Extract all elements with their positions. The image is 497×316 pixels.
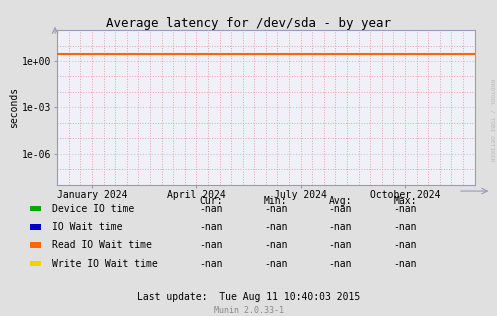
Text: Write IO Wait time: Write IO Wait time: [52, 258, 158, 269]
Text: Average latency for /dev/sda - by year: Average latency for /dev/sda - by year: [106, 17, 391, 30]
Text: -nan: -nan: [393, 240, 417, 250]
Text: -nan: -nan: [393, 204, 417, 214]
Text: -nan: -nan: [199, 204, 223, 214]
Text: Device IO time: Device IO time: [52, 204, 134, 214]
Text: -nan: -nan: [329, 222, 352, 232]
Text: -nan: -nan: [264, 258, 288, 269]
Text: Cur:: Cur:: [199, 196, 223, 206]
Text: Avg:: Avg:: [329, 196, 352, 206]
Text: -nan: -nan: [393, 222, 417, 232]
Text: RRDTOOL / TOBI OETIKER: RRDTOOL / TOBI OETIKER: [490, 79, 495, 161]
Text: Munin 2.0.33-1: Munin 2.0.33-1: [214, 306, 283, 315]
Y-axis label: seconds: seconds: [9, 87, 19, 128]
Text: -nan: -nan: [329, 240, 352, 250]
Text: -nan: -nan: [199, 258, 223, 269]
Text: -nan: -nan: [393, 258, 417, 269]
Text: -nan: -nan: [199, 222, 223, 232]
Text: -nan: -nan: [264, 222, 288, 232]
Text: -nan: -nan: [264, 240, 288, 250]
Text: -nan: -nan: [264, 204, 288, 214]
Text: Last update:  Tue Aug 11 10:40:03 2015: Last update: Tue Aug 11 10:40:03 2015: [137, 292, 360, 302]
Text: Min:: Min:: [264, 196, 288, 206]
Text: Read IO Wait time: Read IO Wait time: [52, 240, 152, 250]
Text: -nan: -nan: [329, 258, 352, 269]
Text: Max:: Max:: [393, 196, 417, 206]
Text: -nan: -nan: [199, 240, 223, 250]
Text: -nan: -nan: [329, 204, 352, 214]
Text: IO Wait time: IO Wait time: [52, 222, 123, 232]
